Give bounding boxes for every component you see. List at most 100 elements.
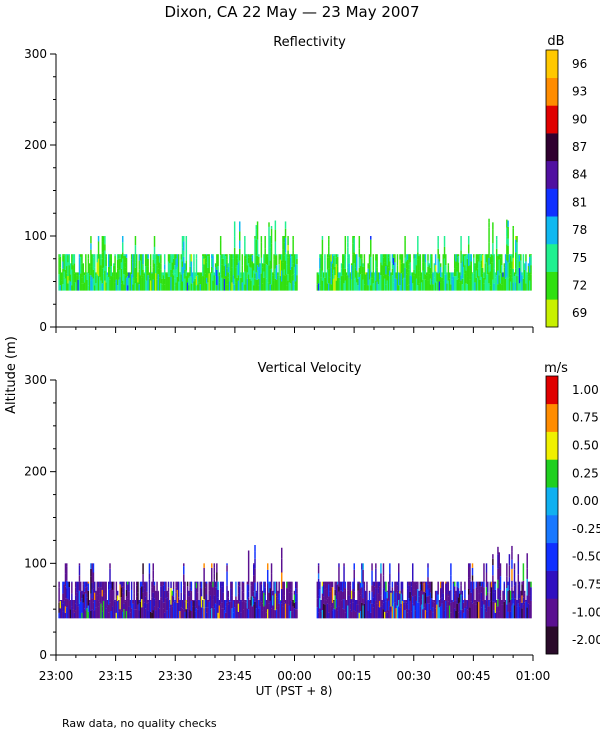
data-cell bbox=[63, 600, 65, 619]
data-cell bbox=[403, 263, 405, 278]
data-cell bbox=[348, 254, 350, 264]
data-cell bbox=[338, 591, 340, 607]
data-cell bbox=[495, 248, 498, 262]
data-cell bbox=[233, 247, 236, 262]
data-cell bbox=[209, 595, 212, 610]
data-cell bbox=[330, 284, 333, 291]
data-cell bbox=[520, 260, 522, 272]
data-cell bbox=[181, 608, 184, 619]
data-cell bbox=[268, 251, 270, 266]
data-cell bbox=[158, 608, 161, 619]
data-cell bbox=[83, 282, 86, 291]
data-cell bbox=[451, 600, 453, 619]
data-cell bbox=[130, 608, 133, 619]
data-cell bbox=[268, 282, 270, 291]
data-cell bbox=[85, 593, 87, 611]
data-cell bbox=[490, 581, 493, 588]
data-cell bbox=[433, 263, 436, 278]
data-cell bbox=[387, 254, 390, 258]
data-cell bbox=[415, 278, 418, 291]
data-cell bbox=[506, 236, 508, 245]
data-cell bbox=[249, 255, 251, 267]
data-cell bbox=[90, 563, 92, 569]
data-cell bbox=[69, 263, 72, 275]
data-cell bbox=[91, 276, 93, 291]
data-cell bbox=[504, 278, 507, 291]
data-cell bbox=[231, 258, 233, 268]
data-cell bbox=[433, 277, 436, 291]
data-cell bbox=[115, 272, 118, 280]
data-cell bbox=[394, 262, 396, 279]
data-cell bbox=[470, 581, 472, 593]
data-cell bbox=[253, 598, 255, 605]
data-cell bbox=[90, 611, 92, 619]
data-cell bbox=[165, 598, 167, 611]
data-cell bbox=[151, 587, 153, 598]
data-cell bbox=[203, 608, 205, 619]
data-cell bbox=[123, 603, 125, 610]
data-cell bbox=[217, 589, 219, 598]
data-cell bbox=[59, 267, 62, 286]
data-cell bbox=[467, 563, 470, 578]
data-cell bbox=[386, 590, 389, 592]
data-cell bbox=[473, 254, 475, 258]
data-cell bbox=[507, 220, 509, 227]
data-cell bbox=[87, 590, 90, 606]
data-cell bbox=[358, 583, 361, 594]
data-cell bbox=[492, 565, 494, 576]
data-cell bbox=[325, 581, 327, 589]
data-cell bbox=[485, 578, 488, 588]
data-cell bbox=[255, 279, 258, 291]
data-cell bbox=[67, 254, 69, 256]
data-cell bbox=[321, 610, 324, 619]
data-cell bbox=[328, 257, 330, 269]
data-cell bbox=[387, 581, 390, 585]
data-cell bbox=[347, 247, 349, 258]
data-cell bbox=[73, 600, 76, 613]
data-cell bbox=[119, 609, 121, 619]
data-cell bbox=[385, 274, 387, 285]
data-cell bbox=[471, 273, 474, 291]
data-cell bbox=[208, 273, 210, 291]
data-cell bbox=[512, 246, 514, 258]
data-cell bbox=[495, 600, 498, 607]
data-cell bbox=[469, 279, 471, 291]
data-cell bbox=[437, 273, 439, 291]
data-cell bbox=[198, 605, 200, 619]
data-cell bbox=[487, 581, 489, 584]
data-cell bbox=[377, 581, 380, 589]
data-cell bbox=[512, 282, 514, 291]
data-cell bbox=[286, 274, 288, 286]
data-cell bbox=[466, 609, 469, 619]
colorbar-tick-label: 78 bbox=[572, 223, 587, 237]
data-cell bbox=[58, 257, 60, 275]
data-cell bbox=[216, 285, 218, 291]
data-cell bbox=[67, 582, 69, 600]
data-cell bbox=[214, 266, 217, 277]
data-cell bbox=[101, 258, 104, 269]
data-cell bbox=[385, 611, 387, 619]
data-cell bbox=[244, 241, 246, 257]
data-cell bbox=[261, 603, 264, 611]
data-cell bbox=[460, 610, 462, 619]
data-cell bbox=[420, 282, 423, 291]
data-cell bbox=[142, 269, 144, 276]
data-cell bbox=[172, 269, 175, 276]
data-cell bbox=[156, 581, 158, 591]
data-cell bbox=[428, 273, 431, 291]
data-cell bbox=[498, 600, 500, 612]
y-tick-label: 0 bbox=[39, 320, 47, 334]
data-cell bbox=[376, 589, 378, 604]
data-cell bbox=[58, 254, 60, 258]
data-cell bbox=[113, 581, 115, 591]
data-cell bbox=[253, 285, 255, 291]
data-cell bbox=[194, 611, 196, 619]
data-cell bbox=[446, 606, 448, 619]
data-cell bbox=[381, 604, 383, 619]
data-cell bbox=[124, 256, 126, 263]
data-cell bbox=[436, 281, 438, 291]
data-cell bbox=[198, 272, 200, 283]
data-cell bbox=[412, 580, 414, 597]
data-cell bbox=[170, 269, 172, 277]
data-cell bbox=[343, 609, 345, 619]
